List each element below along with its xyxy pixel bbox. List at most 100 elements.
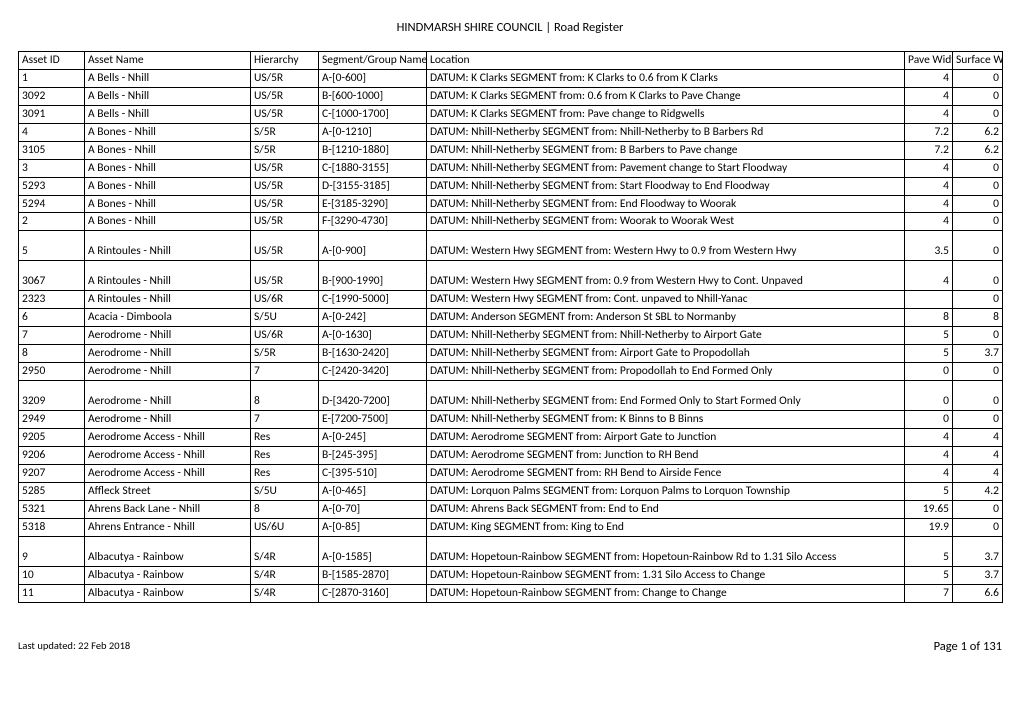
cell-hierarchy: US/5R bbox=[251, 231, 319, 261]
col-asset-id: Asset ID bbox=[19, 52, 85, 70]
cell-surface: 0 bbox=[953, 261, 1003, 291]
cell-hierarchy: Res bbox=[251, 429, 319, 447]
cell-surface: 0 bbox=[953, 363, 1003, 381]
cell-asset-name: A Rintoules - Nhill bbox=[85, 231, 251, 261]
table-row: 2949Aerodrome - Nhill7E-[7200-7500]DATUM… bbox=[19, 411, 1003, 429]
cell-location: DATUM: Nhill-Netherby SEGMENT from: Airp… bbox=[427, 345, 905, 363]
cell-surface: 0 bbox=[953, 213, 1003, 231]
page-footer: Last updated: 22 Feb 2018 Page 1 of 131 bbox=[18, 639, 1002, 654]
cell-location: DATUM: Hopetoun-Rainbow SEGMENT from: 1.… bbox=[427, 566, 905, 584]
cell-asset-name: A Bones - Nhill bbox=[85, 177, 251, 195]
cell-surface: 0 bbox=[953, 231, 1003, 261]
cell-asset-name: Ahrens Back Lane - Nhill bbox=[85, 500, 251, 518]
table-row: 6Acacia - DimboolaS/5UA-[0-242]DATUM: An… bbox=[19, 309, 1003, 327]
cell-asset-id: 3091 bbox=[19, 105, 85, 123]
cell-location: DATUM: Nhill-Netherby SEGMENT from: Prop… bbox=[427, 363, 905, 381]
cell-location: DATUM: Aerodrome SEGMENT from: RH Bend t… bbox=[427, 464, 905, 482]
cell-hierarchy: US/6R bbox=[251, 291, 319, 309]
cell-surface: 6.2 bbox=[953, 141, 1003, 159]
cell-asset-id: 5294 bbox=[19, 195, 85, 213]
table-row: 3105A Bones - NhillS/5RB-[1210-1880]DATU… bbox=[19, 141, 1003, 159]
cell-surface: 4.2 bbox=[953, 482, 1003, 500]
cell-segment: D-[3155-3185] bbox=[319, 177, 427, 195]
cell-location: DATUM: Lorquon Palms SEGMENT from: Lorqu… bbox=[427, 482, 905, 500]
cell-segment: C-[1000-1700] bbox=[319, 105, 427, 123]
cell-pave: 4 bbox=[905, 446, 953, 464]
cell-pave: 4 bbox=[905, 159, 953, 177]
cell-pave: 4 bbox=[905, 464, 953, 482]
cell-asset-name: Aerodrome Access - Nhill bbox=[85, 464, 251, 482]
cell-surface: 0 bbox=[953, 87, 1003, 105]
cell-pave: 19.9 bbox=[905, 518, 953, 536]
cell-asset-name: Acacia - Dimboola bbox=[85, 309, 251, 327]
cell-location: DATUM: Nhill-Netherby SEGMENT from: Nhil… bbox=[427, 327, 905, 345]
cell-asset-name: A Rintoules - Nhill bbox=[85, 291, 251, 309]
cell-surface: 6.6 bbox=[953, 584, 1003, 602]
cell-hierarchy: US/5R bbox=[251, 261, 319, 291]
cell-asset-id: 2949 bbox=[19, 411, 85, 429]
cell-asset-id: 6 bbox=[19, 309, 85, 327]
cell-pave: 4 bbox=[905, 69, 953, 87]
cell-pave: 4 bbox=[905, 429, 953, 447]
cell-asset-name: Affleck Street bbox=[85, 482, 251, 500]
cell-segment: F-[3290-4730] bbox=[319, 213, 427, 231]
cell-asset-id: 5321 bbox=[19, 500, 85, 518]
cell-surface: 3.7 bbox=[953, 566, 1003, 584]
cell-location: DATUM: Nhill-Netherby SEGMENT from: Pave… bbox=[427, 159, 905, 177]
cell-hierarchy: US/5R bbox=[251, 195, 319, 213]
cell-hierarchy: US/5R bbox=[251, 177, 319, 195]
cell-location: DATUM: Ahrens Back SEGMENT from: End to … bbox=[427, 500, 905, 518]
cell-surface: 0 bbox=[953, 500, 1003, 518]
cell-segment: C-[2420-3420] bbox=[319, 363, 427, 381]
cell-surface: 0 bbox=[953, 327, 1003, 345]
table-row: 5321Ahrens Back Lane - Nhill8A-[0-70]DAT… bbox=[19, 500, 1003, 518]
cell-asset-name: Albacutya - Rainbow bbox=[85, 536, 251, 566]
road-register-table: Asset ID Asset Name Hierarchy Segment/Gr… bbox=[18, 51, 1003, 603]
cell-surface: 0 bbox=[953, 291, 1003, 309]
cell-location: DATUM: Hopetoun-Rainbow SEGMENT from: Ch… bbox=[427, 584, 905, 602]
cell-pave: 0 bbox=[905, 381, 953, 411]
cell-asset-id: 9205 bbox=[19, 429, 85, 447]
cell-surface: 4 bbox=[953, 429, 1003, 447]
cell-surface: 0 bbox=[953, 195, 1003, 213]
cell-hierarchy: Res bbox=[251, 446, 319, 464]
cell-asset-name: Albacutya - Rainbow bbox=[85, 566, 251, 584]
cell-segment: C-[395-510] bbox=[319, 464, 427, 482]
cell-hierarchy: S/5U bbox=[251, 309, 319, 327]
cell-segment: A-[0-1630] bbox=[319, 327, 427, 345]
cell-pave: 4 bbox=[905, 261, 953, 291]
cell-asset-name: A Bones - Nhill bbox=[85, 195, 251, 213]
cell-pave bbox=[905, 291, 953, 309]
footer-page-number: Page 1 of 131 bbox=[934, 639, 1002, 654]
cell-surface: 4 bbox=[953, 446, 1003, 464]
table-row: 3A Bones - NhillUS/5RC-[1880-3155]DATUM:… bbox=[19, 159, 1003, 177]
cell-location: DATUM: K Clarks SEGMENT from: 0.6 from K… bbox=[427, 87, 905, 105]
cell-hierarchy: S/5R bbox=[251, 141, 319, 159]
cell-asset-name: Albacutya - Rainbow bbox=[85, 584, 251, 602]
cell-pave: 3.5 bbox=[905, 231, 953, 261]
cell-pave: 0 bbox=[905, 411, 953, 429]
cell-asset-id: 3209 bbox=[19, 381, 85, 411]
col-hierarchy: Hierarchy bbox=[251, 52, 319, 70]
table-row: 2A Bones - NhillUS/5RF-[3290-4730]DATUM:… bbox=[19, 213, 1003, 231]
cell-segment: A-[0-245] bbox=[319, 429, 427, 447]
cell-surface: 0 bbox=[953, 381, 1003, 411]
cell-location: DATUM: K Clarks SEGMENT from: K Clarks t… bbox=[427, 69, 905, 87]
cell-segment: C-[1990-5000] bbox=[319, 291, 427, 309]
cell-asset-name: A Bones - Nhill bbox=[85, 159, 251, 177]
cell-asset-name: Aerodrome Access - Nhill bbox=[85, 446, 251, 464]
table-row: 2323A Rintoules - NhillUS/6RC-[1990-5000… bbox=[19, 291, 1003, 309]
cell-asset-name: Aerodrome Access - Nhill bbox=[85, 429, 251, 447]
cell-surface: 4 bbox=[953, 464, 1003, 482]
cell-surface: 0 bbox=[953, 69, 1003, 87]
cell-asset-id: 3105 bbox=[19, 141, 85, 159]
cell-location: DATUM: Nhill-Netherby SEGMENT from: Woor… bbox=[427, 213, 905, 231]
cell-location: DATUM: Western Hwy SEGMENT from: Western… bbox=[427, 231, 905, 261]
table-row: 3091A Bells - NhillUS/5RC-[1000-1700]DAT… bbox=[19, 105, 1003, 123]
cell-segment: A-[0-85] bbox=[319, 518, 427, 536]
cell-hierarchy: US/5R bbox=[251, 69, 319, 87]
cell-asset-id: 5293 bbox=[19, 177, 85, 195]
cell-hierarchy: S/4R bbox=[251, 536, 319, 566]
cell-asset-name: A Rintoules - Nhill bbox=[85, 261, 251, 291]
cell-location: DATUM: Nhill-Netherby SEGMENT from: B Ba… bbox=[427, 141, 905, 159]
